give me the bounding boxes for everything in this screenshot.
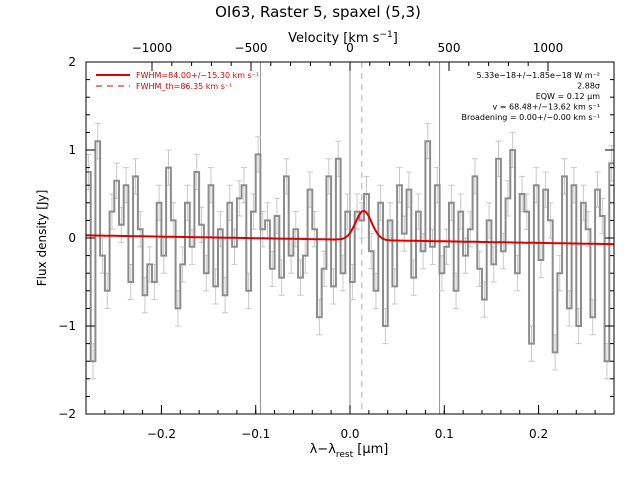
y-tick-label: −2	[58, 407, 76, 421]
data-series	[86, 140, 614, 363]
y-axis-label: Flux density [Jy]	[35, 190, 49, 287]
annotation-text: 2.88σ	[577, 82, 600, 91]
top-axis-label-sup: −1	[379, 30, 392, 40]
annotation-text: Broadening = 0.00+/−0.00 km s⁻¹	[462, 113, 600, 122]
x-tick-label: 0.0	[340, 427, 359, 441]
top-axis-label: Velocity [km s−1]	[288, 30, 398, 46]
fit-curve	[86, 209, 615, 246]
annotation-text: EQW = 0.12 μm	[536, 92, 600, 101]
x-axis-label-sub: rest	[336, 450, 354, 460]
legend-label-fit: FWHM=84.00+/−15.30 km s⁻¹	[136, 71, 259, 80]
chart-title: OI63, Raster 5, spaxel (5,3)	[215, 3, 421, 21]
top-tick-label: −500	[235, 41, 268, 55]
x-tick-label: −0.1	[241, 427, 270, 441]
fit-series	[86, 209, 615, 246]
top-tick-label: −1000	[132, 41, 173, 55]
y-tick-label: −1	[58, 319, 76, 333]
ticks: −0.2 −0.1 0.0 0.1 0.2 −1000 −500 0 500 1000 −2 −1 0 1…	[58, 41, 615, 441]
y-tick-label: 2	[68, 55, 76, 69]
y-tick-label: 1	[68, 143, 76, 157]
x-axis-label: λ−λrest [μm]	[310, 442, 389, 460]
legend-label-th: FWHM_th=86.35 km s⁻¹	[136, 82, 232, 91]
top-axis-label-main: Velocity [km s	[288, 31, 380, 46]
x-tick-label: 0.2	[529, 427, 548, 441]
top-axis-label-end: ]	[393, 31, 398, 46]
top-tick-label: 0	[346, 41, 354, 55]
svg-text:λ−λrest [μm]: λ−λrest [μm]	[310, 442, 389, 460]
x-tick-label: −0.2	[147, 427, 176, 441]
annotation-text: v = 68.48+/−13.62 km s⁻¹	[492, 103, 600, 112]
legend: FWHM=84.00+/−15.30 km s⁻¹ FWHM_th=86.35 k…	[96, 71, 259, 91]
x-axis-label-prefix: λ−λ	[310, 442, 337, 457]
flux-histogram	[86, 140, 614, 363]
svg-text:Velocity [km s−1]: Velocity [km s−1]	[288, 30, 398, 46]
y-tick-label: 0	[68, 231, 76, 245]
x-tick-label: 0.1	[435, 427, 454, 441]
x-axis-label-suffix: [μm]	[353, 442, 388, 457]
top-tick-label: 1000	[533, 41, 564, 55]
annotation-text: 5.33e−18+/−1.85e−18 W m⁻²	[476, 71, 600, 80]
top-tick-label: 500	[438, 41, 461, 55]
